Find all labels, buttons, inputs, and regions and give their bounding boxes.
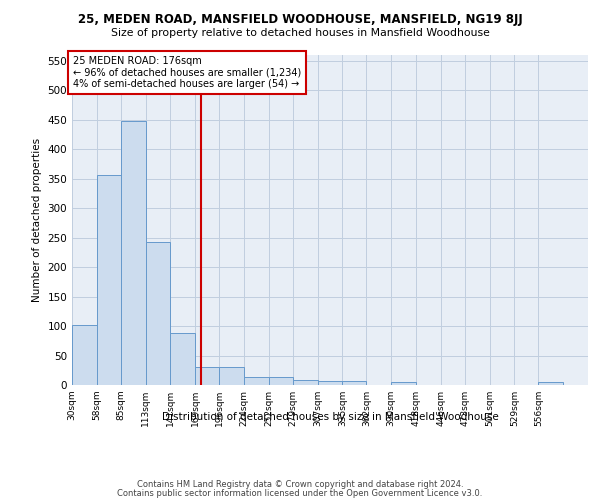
Text: Contains public sector information licensed under the Open Government Licence v3: Contains public sector information licen… [118, 488, 482, 498]
Bar [72, 326, 97, 385]
Bar [538, 382, 563, 385]
Y-axis label: Number of detached properties: Number of detached properties [32, 138, 42, 302]
Bar [391, 382, 416, 385]
Bar [317, 382, 343, 385]
Text: 25 MEDEN ROAD: 176sqm
← 96% of detached houses are smaller (1,234)
4% of semi-de: 25 MEDEN ROAD: 176sqm ← 96% of detached … [73, 56, 301, 90]
Bar [170, 332, 195, 385]
Bar [146, 242, 170, 385]
Bar [269, 378, 293, 385]
Bar [121, 121, 146, 385]
Bar [195, 368, 219, 385]
Bar [219, 368, 244, 385]
Text: Distribution of detached houses by size in Mansfield Woodhouse: Distribution of detached houses by size … [161, 412, 499, 422]
Bar [244, 377, 269, 385]
Bar [97, 175, 121, 385]
Text: Size of property relative to detached houses in Mansfield Woodhouse: Size of property relative to detached ho… [110, 28, 490, 38]
Text: 25, MEDEN ROAD, MANSFIELD WOODHOUSE, MANSFIELD, NG19 8JJ: 25, MEDEN ROAD, MANSFIELD WOODHOUSE, MAN… [77, 12, 523, 26]
Text: Contains HM Land Registry data © Crown copyright and database right 2024.: Contains HM Land Registry data © Crown c… [137, 480, 463, 489]
Bar [343, 382, 367, 385]
Bar [293, 380, 317, 385]
